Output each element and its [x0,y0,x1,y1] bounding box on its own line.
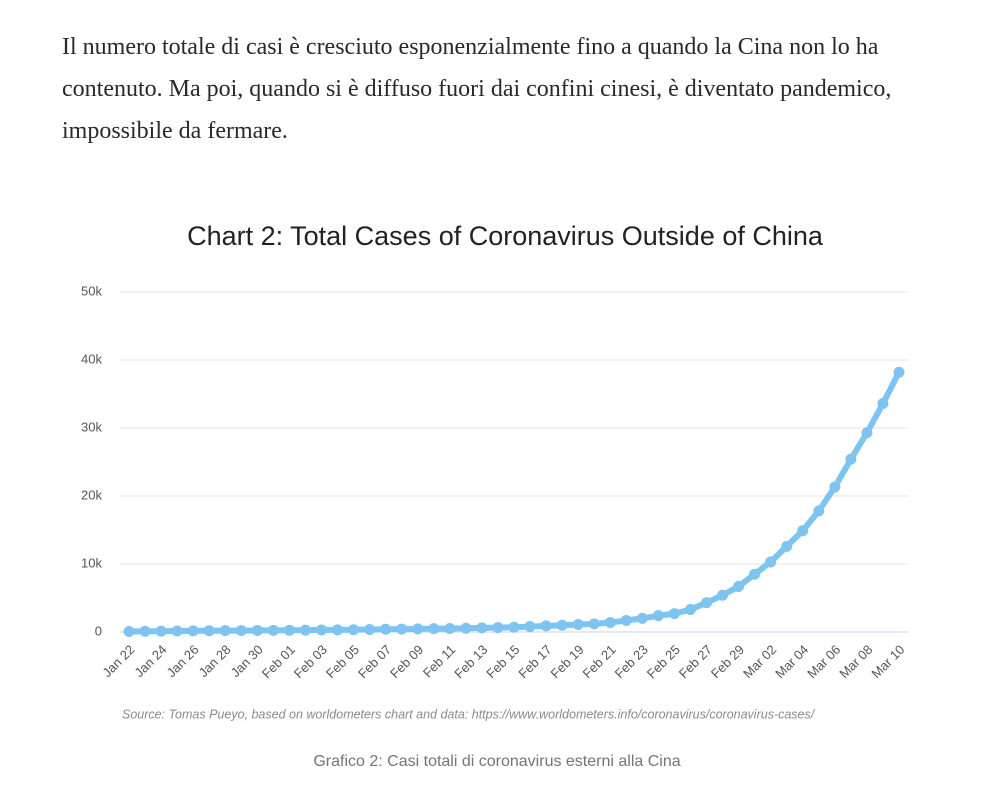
point [171,625,183,637]
point [235,625,247,637]
point [781,540,793,552]
point [139,625,151,637]
point [797,525,809,537]
point [508,621,520,633]
point [123,625,135,637]
x-tick-label: Jan 24 [131,642,169,680]
point [332,624,344,636]
x-tick-label: Mar 02 [740,642,779,681]
x-tick-label: Feb 17 [515,642,554,681]
point [845,453,857,465]
point [893,366,905,378]
point [813,505,825,517]
point [588,618,600,630]
x-tick-label: Feb 27 [676,642,715,681]
y-tick-label: 50k [81,283,102,298]
x-tick-label: Jan 22 [99,642,137,680]
x-tick-label: Jan 30 [228,642,266,680]
paragraph: Il numero totale di casi è cresciuto esp… [62,34,892,144]
x-tick-label: Feb 03 [291,642,330,681]
point [684,604,696,616]
x-tick-label: Feb 13 [451,642,490,681]
x-tick-label: Feb 05 [323,642,362,681]
point [524,621,536,633]
point [765,556,777,568]
y-tick-label: 30k [81,419,102,434]
point [187,625,199,637]
point [203,625,215,637]
x-tick-label: Feb 21 [580,642,619,681]
x-tick-label: Feb 15 [483,642,522,681]
point [877,398,889,410]
chart-title: Chart 2: Total Cases of Coronavirus Outs… [187,221,824,251]
point [428,623,440,635]
x-tick-label: Feb 23 [612,642,651,681]
x-tick-label: Feb 01 [259,642,298,681]
point [749,568,761,580]
point [733,580,745,592]
x-tick-label: Mar 10 [868,642,907,681]
chart-source: Source: Tomas Pueyo, based on worldomete… [122,707,816,721]
point [155,625,167,637]
point [251,625,263,637]
x-tick-label: Mar 04 [772,642,811,681]
point [348,624,360,636]
caption: Grafico 2: Casi totali di coronavirus es… [313,753,680,770]
point [620,614,632,626]
point [636,612,648,624]
x-tick-label: Feb 29 [708,642,747,681]
y-tick-label: 40k [81,351,102,366]
point [283,624,295,636]
point [476,622,488,634]
y-tick-label: 0 [95,623,102,638]
point [829,481,841,493]
point [540,620,552,632]
point [219,625,231,637]
point [299,624,311,636]
point [701,597,712,609]
point [460,622,472,634]
point [364,623,376,635]
line [126,369,902,635]
x-tick-label: Jan 28 [196,642,234,680]
x-tick-label: Mar 08 [836,642,875,681]
point [717,589,729,601]
x-tick-label: Jan 26 [164,642,202,680]
point [492,622,504,634]
y-tick-label: 20k [81,487,102,502]
point [861,427,873,439]
y-tick-label: 10k [81,555,102,570]
point [668,608,680,620]
x-tick-label: Feb 25 [644,642,683,681]
x-tick-label: Feb 07 [355,642,394,681]
point [380,623,392,635]
point [267,624,279,636]
x-tick-label: Feb 19 [547,642,586,681]
point [652,610,664,622]
point [316,624,327,636]
point [604,616,616,628]
point [396,623,408,635]
point [444,622,456,634]
x-tick-label: Feb 09 [387,642,426,681]
x-tick-label: Feb 11 [420,642,459,681]
x-tick-label: Mar 06 [804,642,843,681]
point [556,619,568,631]
point [412,623,424,635]
point [572,619,584,631]
